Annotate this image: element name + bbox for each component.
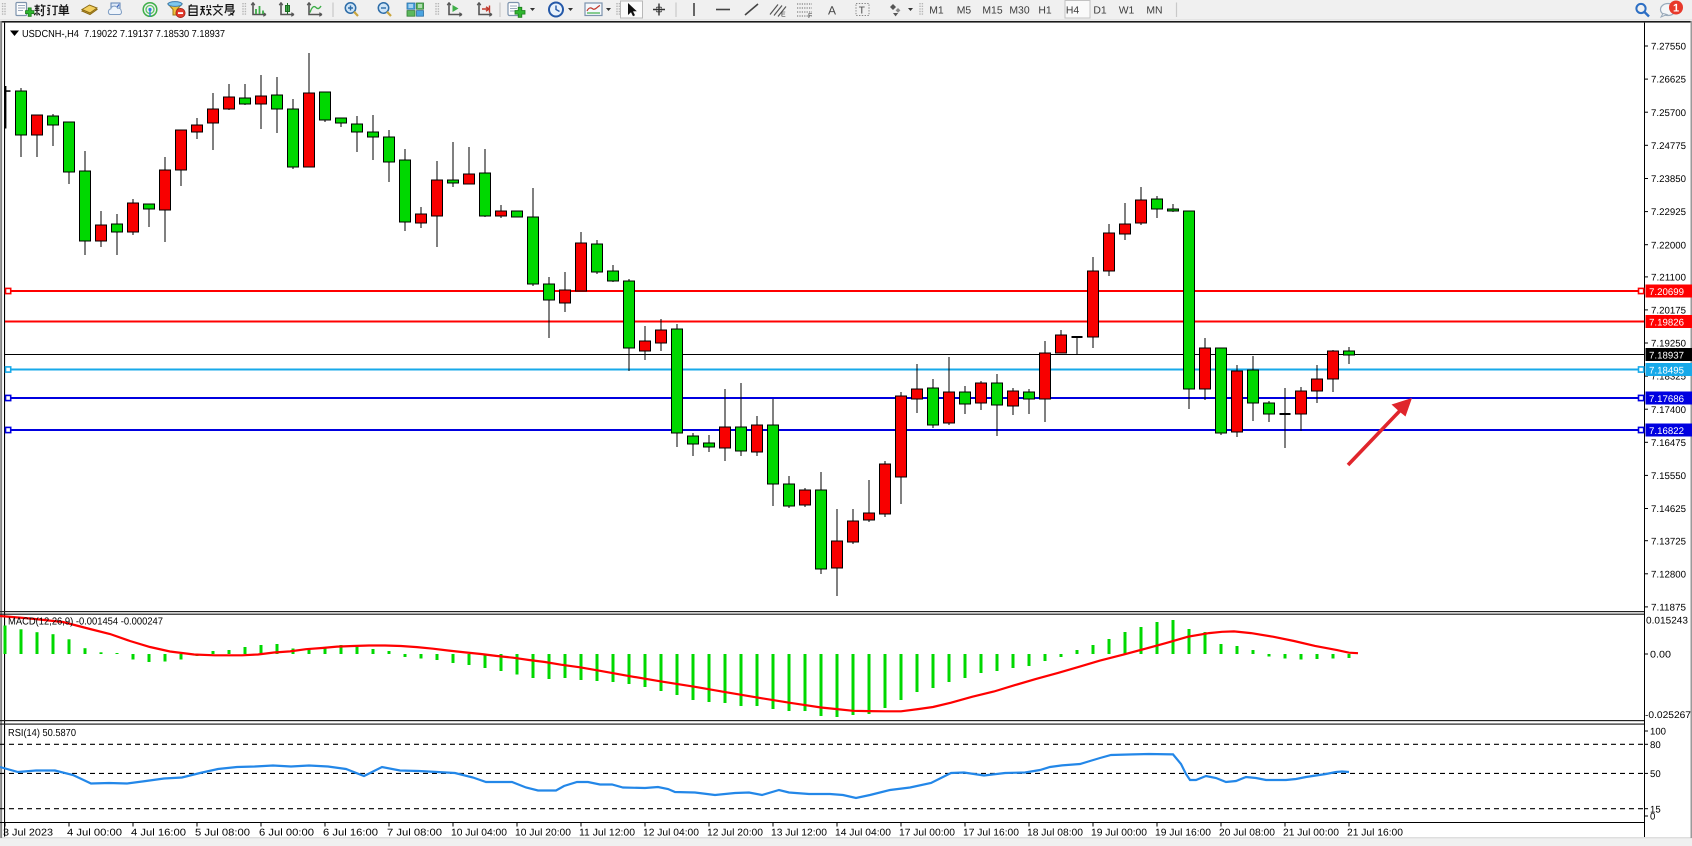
svg-text:6 Jul 00:00: 6 Jul 00:00 xyxy=(259,828,315,839)
svg-text:7.19250: 7.19250 xyxy=(1651,339,1686,350)
svg-text:7.20699: 7.20699 xyxy=(1649,287,1684,298)
svg-text:13 Jul 12:00: 13 Jul 12:00 xyxy=(771,828,828,839)
svg-text:10 Jul 20:00: 10 Jul 20:00 xyxy=(515,828,572,839)
svg-text:14 Jul 04:00: 14 Jul 04:00 xyxy=(835,828,892,839)
svg-text:7.21100: 7.21100 xyxy=(1651,273,1686,284)
svg-text:50: 50 xyxy=(1650,769,1661,780)
svg-text:7.16822: 7.16822 xyxy=(1649,426,1684,437)
svg-text:7.17686: 7.17686 xyxy=(1649,394,1684,405)
svg-text:4 Jul 00:00: 4 Jul 00:00 xyxy=(67,828,123,839)
svg-text:MACD(12,26,9) -0.001454 -0.000: MACD(12,26,9) -0.001454 -0.000247 xyxy=(8,617,163,628)
svg-text:A: A xyxy=(828,4,836,18)
svg-text:H4: H4 xyxy=(1066,6,1080,17)
svg-text:F: F xyxy=(808,13,812,20)
svg-text:MN: MN xyxy=(1146,6,1162,17)
svg-text:3 Jul 2023: 3 Jul 2023 xyxy=(3,828,54,839)
svg-text:M30: M30 xyxy=(1009,6,1029,17)
svg-text:7.12800: 7.12800 xyxy=(1651,569,1686,580)
svg-text:7.22000: 7.22000 xyxy=(1651,240,1686,251)
svg-text:W1: W1 xyxy=(1119,6,1135,17)
svg-text:7 Jul 08:00: 7 Jul 08:00 xyxy=(387,828,443,839)
svg-text:7.15550: 7.15550 xyxy=(1651,471,1686,482)
svg-text:5 Jul 08:00: 5 Jul 08:00 xyxy=(195,828,251,839)
svg-text:H1: H1 xyxy=(1038,6,1052,17)
svg-text:0.00: 0.00 xyxy=(1650,650,1671,661)
svg-text:7.14625: 7.14625 xyxy=(1651,504,1686,515)
svg-text:7.26625: 7.26625 xyxy=(1651,75,1686,86)
svg-text:T: T xyxy=(859,6,865,17)
svg-text:11 Jul 12:00: 11 Jul 12:00 xyxy=(579,828,636,839)
svg-text:7.22925: 7.22925 xyxy=(1651,207,1686,218)
svg-text:80: 80 xyxy=(1650,740,1661,751)
svg-text:19 Jul 00:00: 19 Jul 00:00 xyxy=(1091,828,1148,839)
svg-text:M15: M15 xyxy=(982,6,1002,17)
svg-text:D1: D1 xyxy=(1093,6,1107,17)
svg-text:21 Jul 00:00: 21 Jul 00:00 xyxy=(1283,828,1340,839)
svg-text:E: E xyxy=(781,12,786,19)
svg-text:7.25700: 7.25700 xyxy=(1651,108,1686,119)
svg-text:1: 1 xyxy=(1673,3,1679,15)
svg-text:7.11875: 7.11875 xyxy=(1651,603,1686,614)
svg-text:0: 0 xyxy=(1650,812,1655,823)
svg-text:4 Jul 16:00: 4 Jul 16:00 xyxy=(131,828,187,839)
svg-text:15: 15 xyxy=(1650,804,1661,815)
svg-text:21 Jul 16:00: 21 Jul 16:00 xyxy=(1347,828,1404,839)
svg-text:20 Jul 08:00: 20 Jul 08:00 xyxy=(1219,828,1276,839)
svg-text:7.18325: 7.18325 xyxy=(1651,372,1686,383)
svg-text:12 Jul 20:00: 12 Jul 20:00 xyxy=(707,828,764,839)
svg-text:USDCNH-,H4 7.19022 7.19137 7.: USDCNH-,H4 7.19022 7.19137 7.18530 7.189… xyxy=(22,29,225,40)
svg-text:RSI(14) 50.5870: RSI(14) 50.5870 xyxy=(8,728,76,739)
svg-text:M1: M1 xyxy=(929,6,944,17)
svg-text:7.18937: 7.18937 xyxy=(1649,350,1684,361)
svg-text:6 Jul 16:00: 6 Jul 16:00 xyxy=(323,828,379,839)
svg-text:100: 100 xyxy=(1650,727,1666,738)
svg-text:10 Jul 04:00: 10 Jul 04:00 xyxy=(451,828,508,839)
svg-text:7.19826: 7.19826 xyxy=(1649,317,1684,328)
svg-text:0.015243: 0.015243 xyxy=(1646,615,1688,626)
svg-text:12 Jul 04:00: 12 Jul 04:00 xyxy=(643,828,700,839)
svg-text:18 Jul 08:00: 18 Jul 08:00 xyxy=(1027,828,1084,839)
svg-text:7.23850: 7.23850 xyxy=(1651,174,1686,185)
svg-text:7.27550: 7.27550 xyxy=(1651,42,1686,53)
svg-text:7.24775: 7.24775 xyxy=(1651,141,1686,152)
svg-text:17 Jul 16:00: 17 Jul 16:00 xyxy=(963,828,1020,839)
svg-text:7.18495: 7.18495 xyxy=(1649,365,1684,376)
svg-text:7.16475: 7.16475 xyxy=(1651,438,1686,449)
svg-text:17 Jul 00:00: 17 Jul 00:00 xyxy=(899,828,956,839)
svg-text:19 Jul 16:00: 19 Jul 16:00 xyxy=(1155,828,1212,839)
svg-text:M5: M5 xyxy=(957,6,972,17)
svg-text:-0.025267: -0.025267 xyxy=(1645,710,1691,721)
svg-text:7.13725: 7.13725 xyxy=(1651,536,1686,547)
svg-text:7.20175: 7.20175 xyxy=(1651,306,1686,317)
svg-text:7.17400: 7.17400 xyxy=(1651,405,1686,416)
